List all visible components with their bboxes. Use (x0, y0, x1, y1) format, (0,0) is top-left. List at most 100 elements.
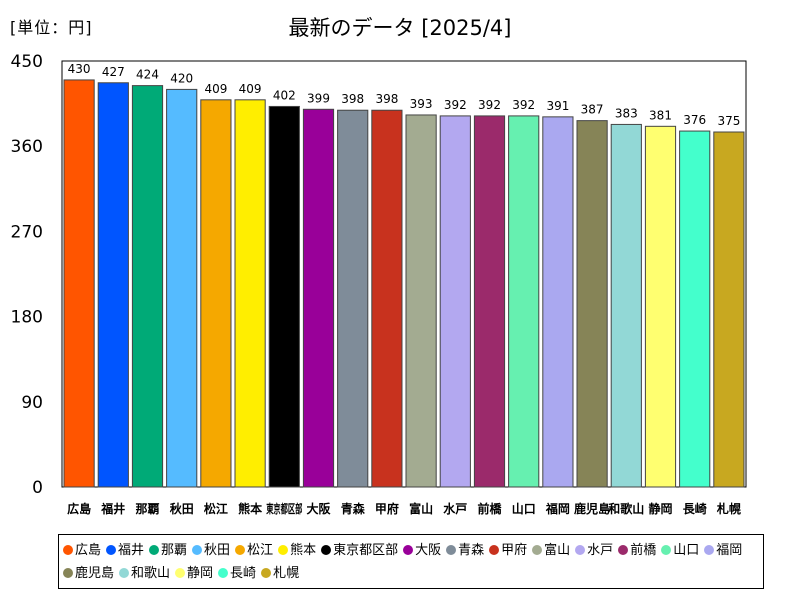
legend-marker (106, 545, 117, 555)
data-label: 387 (581, 103, 604, 117)
legend-marker (489, 545, 500, 555)
bar (200, 99, 232, 488)
legend-label: 甲府 (501, 543, 528, 558)
y-tick-label: 270 (11, 222, 43, 242)
legend-label: 静岡 (187, 566, 214, 581)
legend-marker (261, 568, 272, 578)
data-label: 383 (615, 106, 638, 120)
data-label: 427 (102, 65, 125, 79)
legend-marker (192, 545, 203, 555)
data-label: 424 (136, 68, 159, 82)
x-tick-label: 福岡 (545, 501, 570, 516)
legend-label: 鹿児島 (75, 566, 115, 581)
bar (679, 130, 711, 488)
legend-item: 秋田 (192, 539, 230, 562)
legend-item: 水戸 (575, 539, 613, 562)
legend-label: 青森 (458, 543, 485, 558)
bar (371, 109, 403, 488)
legend-label: 和歌山 (131, 566, 171, 581)
data-label: 430 (68, 62, 91, 76)
x-tick-label: 青森 (341, 501, 366, 516)
bar (97, 82, 129, 488)
y-tick-label: 360 (11, 137, 43, 157)
y-tick-label: 450 (11, 52, 43, 72)
x-tick-label: 札幌 (716, 501, 741, 516)
legend-items: 広島 福井 那覇 秋田 松江 熊本 東京都区部 大阪 青森 甲府 富山 水戸 前橋 山口 福岡鹿児島 和歌山 静… (63, 539, 763, 585)
data-label: 420 (170, 71, 193, 85)
legend-label: 札幌 (273, 566, 300, 581)
bar (439, 115, 471, 488)
data-label: 409 (204, 82, 227, 96)
bar (644, 125, 677, 488)
legend-item: 富山 (532, 539, 570, 562)
data-label: 398 (341, 92, 364, 106)
data-label: 375 (717, 114, 740, 128)
legend-label: 東京都区部 (333, 543, 399, 558)
bar (337, 109, 369, 488)
legend-item: 前橋 (618, 539, 656, 562)
data-label: 376 (683, 113, 706, 127)
plot-area (61, 60, 747, 488)
legend-item: 長崎 (218, 562, 256, 585)
legend-label: 福井 (118, 543, 145, 558)
data-label: 399 (307, 91, 330, 105)
x-tick-label: 和歌山 (607, 501, 644, 516)
data-label: 392 (512, 98, 535, 112)
bar (508, 115, 540, 488)
legend-item: 福岡 (704, 539, 742, 562)
data-label: 391 (546, 99, 569, 113)
x-tick-label: 大阪 (306, 501, 331, 516)
legend: 広島 福井 那覇 秋田 松江 熊本 東京都区部 大阪 青森 甲府 富山 水戸 前橋 山口 福岡鹿児島 和歌山 静… (58, 534, 764, 589)
x-tick-label: 富山 (409, 501, 433, 516)
legend-marker (532, 545, 543, 555)
legend-marker (618, 545, 629, 555)
x-tick-label: 甲府 (375, 501, 399, 516)
legend-marker (403, 545, 414, 555)
legend-marker (63, 545, 73, 555)
legend-label: 長崎 (230, 566, 257, 581)
legend-marker (218, 568, 229, 578)
data-label: 393 (410, 97, 433, 111)
legend-label: 熊本 (290, 543, 317, 558)
bar (542, 116, 574, 488)
bar (268, 105, 300, 488)
legend-label: 福岡 (716, 543, 743, 558)
legend-label: 前橋 (630, 543, 657, 558)
x-tick-label: 福井 (100, 501, 125, 516)
x-tick-label: 鹿児島 (574, 501, 610, 516)
data-label: 381 (649, 108, 672, 122)
legend-label: 秋田 (204, 543, 231, 558)
legend-label: 大阪 (415, 543, 442, 558)
x-tick-label: 那覇 (135, 502, 159, 516)
x-tick-label: 熊本 (238, 501, 262, 516)
data-label: 392 (444, 98, 467, 112)
legend-item: 青森 (446, 539, 484, 562)
bar (166, 88, 198, 488)
legend-item: 那覇 (149, 539, 187, 562)
data-label: 402 (273, 88, 296, 102)
bar (473, 115, 506, 488)
x-tick-label: 静岡 (648, 501, 672, 516)
bar (405, 114, 437, 488)
legend-label: 広島 (75, 543, 102, 558)
bar (63, 79, 95, 488)
bar (610, 123, 642, 488)
legend-marker (63, 568, 73, 578)
legend-marker (278, 545, 289, 555)
legend-item: 大阪 (403, 539, 441, 562)
bar (234, 99, 266, 488)
x-tick-label: 水戸 (443, 501, 467, 516)
data-label: 409 (239, 82, 262, 96)
legend-item: 甲府 (489, 539, 527, 562)
legend-label: 松江 (247, 543, 274, 558)
legend-marker (661, 545, 672, 555)
x-tick-label: 東京都区部 (266, 501, 302, 516)
legend-item: 鹿児島 (63, 562, 114, 585)
legend-marker (175, 568, 186, 578)
legend-marker (119, 568, 130, 578)
chart-title: 最新のデータ [2025/4] (288, 16, 512, 40)
legend-label: 水戸 (587, 543, 614, 558)
legend-item: 和歌山 (119, 562, 170, 585)
legend-item: 福井 (106, 539, 144, 562)
legend-item: 札幌 (261, 562, 299, 585)
